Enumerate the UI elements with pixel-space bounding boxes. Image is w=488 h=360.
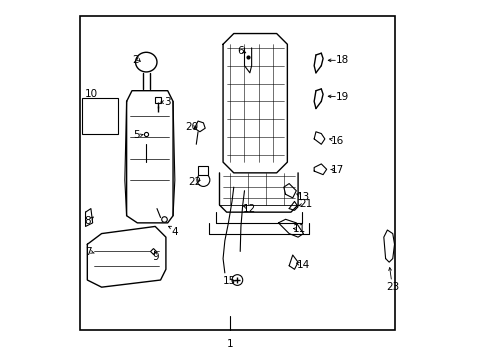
Bar — [198, 166, 207, 175]
Text: 11: 11 — [293, 224, 306, 234]
Text: 5: 5 — [133, 130, 140, 140]
Text: 8: 8 — [84, 216, 91, 226]
Text: 23: 23 — [386, 282, 399, 292]
Text: 20: 20 — [184, 122, 198, 132]
Circle shape — [231, 275, 242, 285]
Text: 6: 6 — [236, 46, 243, 56]
Text: 22: 22 — [188, 177, 202, 187]
Text: 3: 3 — [164, 97, 171, 107]
Text: 9: 9 — [152, 252, 159, 262]
Text: 12: 12 — [242, 204, 255, 214]
Text: 21: 21 — [299, 199, 312, 209]
Text: 2: 2 — [132, 55, 139, 65]
Text: 19: 19 — [335, 92, 348, 102]
Text: 7: 7 — [84, 247, 91, 257]
Circle shape — [197, 174, 209, 186]
Text: 18: 18 — [335, 55, 348, 65]
Text: 13: 13 — [296, 192, 309, 202]
Bar — [80, 16, 394, 330]
Text: 15: 15 — [223, 276, 236, 286]
Text: 10: 10 — [85, 89, 98, 99]
Text: 17: 17 — [330, 165, 343, 175]
Text: 14: 14 — [296, 260, 309, 270]
Bar — [82, 98, 118, 134]
Text: 16: 16 — [330, 136, 343, 146]
Text: 4: 4 — [171, 227, 178, 237]
Text: 1: 1 — [226, 339, 233, 349]
Ellipse shape — [135, 52, 157, 72]
